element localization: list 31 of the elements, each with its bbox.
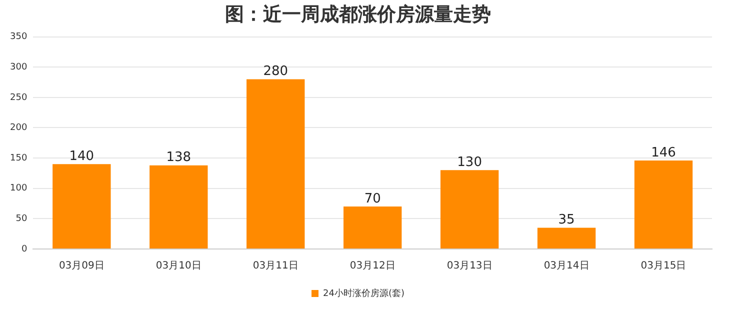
bar — [537, 228, 596, 248]
y-tick-label: 50 — [16, 214, 28, 224]
y-tick-label: 350 — [10, 32, 28, 42]
y-tick-label: 0 — [21, 244, 28, 254]
data-label: 140 — [69, 148, 94, 164]
bar — [634, 160, 693, 248]
y-tick-label: 300 — [10, 62, 28, 72]
x-tick-label: 03月11日 — [252, 260, 298, 272]
data-label: 146 — [651, 145, 676, 160]
y-tick-label: 150 — [10, 153, 28, 164]
bar — [246, 79, 305, 248]
y-tick-label: 100 — [10, 184, 28, 194]
x-tick-label: 03月13日 — [446, 260, 492, 272]
data-label: 280 — [263, 64, 288, 80]
legend-label: 24小时涨价房源(套) — [323, 288, 404, 299]
bar — [150, 165, 208, 248]
x-tick-label: 03月12日 — [350, 260, 396, 272]
y-tick-label: 250 — [10, 92, 28, 103]
bar — [343, 206, 402, 248]
bar — [52, 164, 111, 248]
x-tick-label: 03月09日 — [58, 260, 104, 272]
chart-title: 图：近一周成都涨价房源量走势 — [225, 3, 491, 26]
x-tick-label: 03月14日 — [544, 260, 590, 272]
y-tick-label: 200 — [10, 123, 28, 134]
data-label: 138 — [166, 150, 192, 166]
data-label: 70 — [364, 191, 381, 206]
data-label: 130 — [457, 155, 482, 170]
x-tick-label: 03月10日 — [156, 260, 202, 272]
bar — [440, 170, 499, 248]
x-tick-label: 03月15日 — [640, 260, 686, 272]
data-label: 35 — [558, 212, 575, 228]
